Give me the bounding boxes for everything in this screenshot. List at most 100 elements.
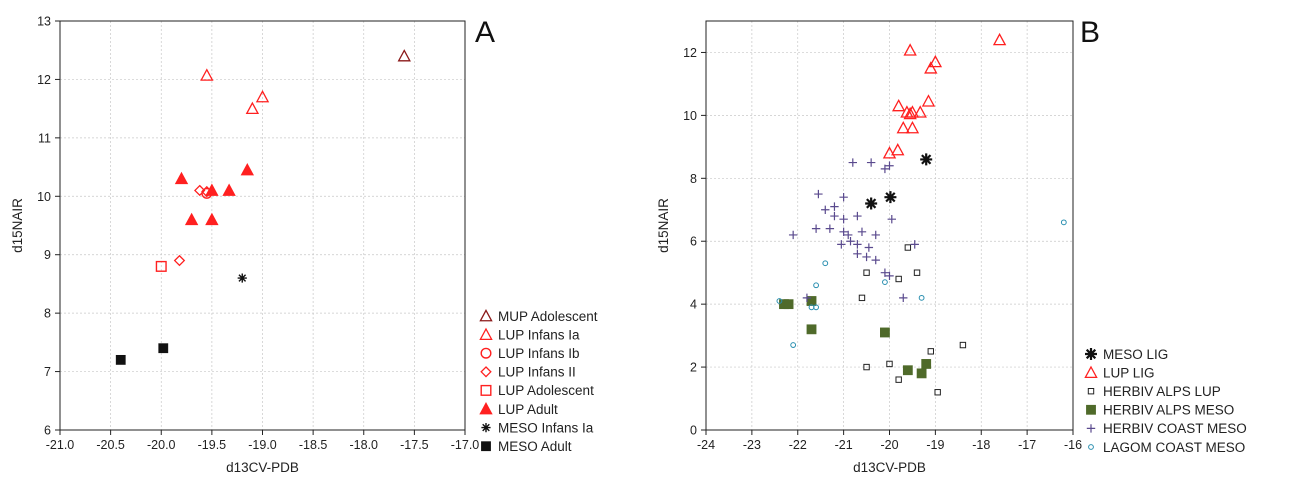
data-point: [882, 146, 897, 159]
legend-marker: [1086, 424, 1096, 433]
legend-entry: LAGOM COAST MESO: [1103, 440, 1245, 455]
data-point: [788, 230, 798, 240]
legend-marker: [480, 366, 492, 378]
data-point: [811, 224, 821, 233]
x-axis-label: d13CV-PDB: [226, 460, 299, 475]
data-point: [863, 363, 870, 371]
y-tick-label: 7: [44, 365, 51, 379]
x-tick-label: -21: [835, 438, 853, 452]
data-point: [839, 227, 848, 236]
data-point: [862, 252, 871, 262]
data-point: [895, 376, 902, 383]
data-point: [884, 191, 897, 204]
data-point: [222, 183, 236, 196]
data-point: [245, 101, 260, 115]
data-point: [194, 184, 206, 197]
x-tick-label: -19: [926, 438, 944, 452]
data-point: [822, 260, 829, 267]
data-point: [891, 143, 905, 156]
data-point: [848, 158, 857, 167]
data-point: [924, 61, 938, 74]
data-point: [921, 359, 932, 369]
y-axis-label: d15NAIR: [10, 198, 25, 253]
data-point: [920, 153, 933, 166]
legend-entry: MESO LIG: [1103, 347, 1168, 362]
data-point: [814, 189, 823, 199]
legend-entry: LUP Adolescent: [498, 383, 594, 398]
data-point: [905, 121, 920, 134]
y-tick-label: 2: [690, 361, 697, 375]
x-tick-label: -19.0: [248, 438, 277, 452]
data-point: [858, 294, 866, 302]
data-point: [866, 158, 876, 167]
data-point: [880, 327, 890, 338]
data-point: [155, 260, 167, 272]
data-point: [864, 243, 874, 252]
x-tick-label: -17.5: [400, 438, 429, 452]
legend-marker: [480, 384, 492, 396]
y-axis-label: d15NAIR: [656, 198, 671, 253]
legend-marker: [479, 309, 493, 322]
x-tick-label: -17: [1018, 438, 1036, 452]
data-point: [886, 360, 893, 368]
legend-marker: [1087, 388, 1095, 395]
y-tick-label: 6: [690, 235, 697, 249]
data-point: [776, 298, 783, 304]
data-point: [959, 341, 967, 349]
legend-marker: [480, 347, 492, 359]
legend-marker: [1088, 444, 1094, 450]
data-point: [871, 255, 880, 265]
legend-entry: LUP Infans II: [498, 365, 576, 380]
data-point: [237, 273, 247, 283]
data-point: [790, 342, 797, 348]
x-tick-label: -20: [880, 438, 898, 452]
legend-marker: [1085, 348, 1097, 360]
data-point: [839, 192, 848, 202]
data-point: [885, 271, 894, 281]
data-point: [934, 389, 941, 396]
x-tick-label: -18.5: [299, 438, 328, 452]
data-point: [853, 211, 862, 221]
legend-entry: HERBIV ALPS MESO: [1103, 403, 1234, 418]
x-tick-label: -16: [1064, 438, 1082, 452]
legend-marker: [481, 441, 491, 452]
legend-entry: LUP LIG: [1103, 365, 1155, 380]
data-point: [802, 293, 812, 303]
data-point: [992, 32, 1007, 46]
chart-panel-a: -21.0 -20.5 -20.0 -19.5 -19.0 -18.5 -18.0 -17.5…: [10, 15, 598, 476]
data-point: [397, 49, 411, 62]
x-tick-label: -18: [972, 438, 990, 452]
x-tick-label: -21.0: [46, 438, 75, 452]
series-lup-adolescent: [155, 260, 167, 272]
legend-entry: LUP Infans Ib: [498, 346, 580, 361]
gridlines: [706, 21, 1073, 430]
series-herbiv-coast-meso: [788, 158, 919, 303]
data-point: [205, 183, 219, 196]
data-point: [903, 106, 917, 120]
series-lup-adult: [174, 163, 255, 226]
panel-label: A: [475, 16, 495, 49]
x-tick-label: -20.5: [96, 438, 125, 452]
y-tick-label: 10: [37, 190, 51, 204]
y-tick-label: 13: [37, 15, 51, 29]
data-point: [910, 240, 919, 249]
series-lup-lig: [882, 32, 1007, 159]
data-point: [927, 348, 934, 355]
data-point: [871, 230, 880, 240]
data-point: [887, 215, 896, 224]
data-point: [115, 354, 126, 365]
legend: MUP Adolescent LUP Infans Ia LUP Infans Ib…: [479, 309, 598, 454]
data-point: [880, 268, 890, 277]
series-herbiv-alps-lup: [858, 244, 967, 396]
legend-entry: HERBIV ALPS LUP: [1103, 384, 1221, 399]
data-point: [913, 269, 921, 276]
legend-marker: [481, 423, 491, 433]
x-axis-label: d13CV-PDB: [853, 460, 926, 475]
data-point: [895, 275, 902, 283]
data-point: [904, 244, 912, 251]
data-point: [240, 163, 255, 176]
data-point: [173, 254, 186, 267]
data-point: [813, 304, 819, 311]
data-point: [918, 294, 925, 301]
x-tick-label: -17.0: [451, 438, 480, 452]
